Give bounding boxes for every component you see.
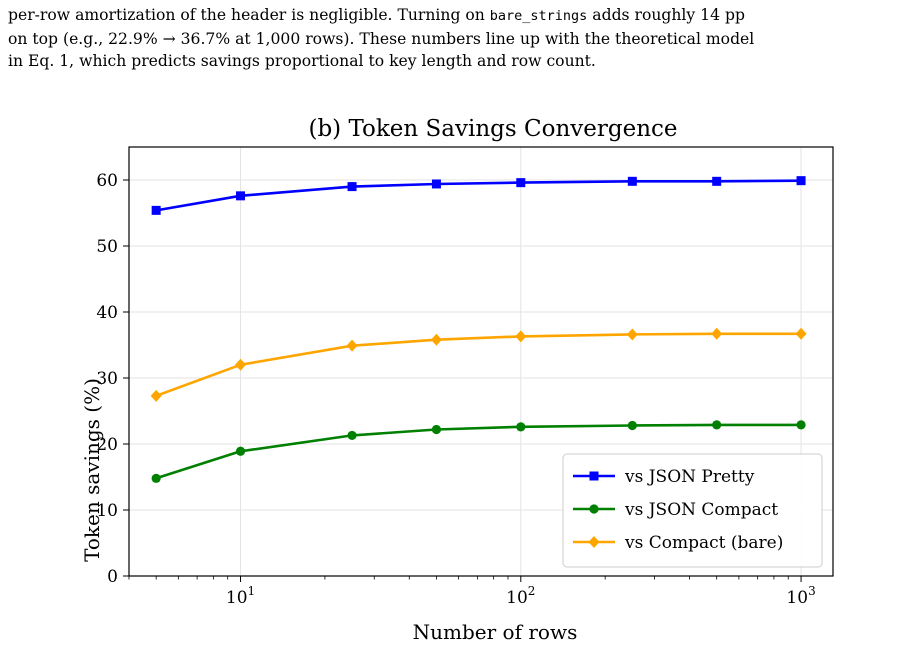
data-point bbox=[626, 328, 638, 341]
legend-label: vs Compact (bare) bbox=[624, 533, 783, 553]
data-point bbox=[431, 424, 442, 435]
token-savings-chart: (b) Token Savings Convergence Token savi… bbox=[80, 116, 834, 644]
data-point bbox=[516, 178, 526, 188]
data-point bbox=[712, 420, 722, 430]
chart-title: (b) Token Savings Convergence bbox=[308, 116, 677, 142]
legend-label: vs JSON Pretty bbox=[624, 467, 755, 487]
paragraph-text: adds roughly 14 pp bbox=[587, 6, 745, 24]
data-point bbox=[347, 430, 357, 441]
data-point bbox=[516, 422, 526, 432]
y-tick-label: 10 bbox=[96, 501, 118, 521]
y-tick-label: 60 bbox=[96, 171, 118, 191]
data-point bbox=[627, 176, 637, 186]
series-line bbox=[155, 179, 802, 212]
data-point bbox=[347, 182, 357, 192]
axis-ticks: 0 10 20 30 40 50 60 101 102 103 bbox=[96, 171, 815, 608]
y-tick-label: 40 bbox=[96, 303, 118, 323]
data-point bbox=[235, 358, 247, 371]
paragraph-line-3: in Eq. 1, which predicts savings proport… bbox=[8, 52, 596, 70]
legend-label: vs JSON Compact bbox=[624, 500, 778, 520]
body-paragraph: per-row amortization of the header is ne… bbox=[8, 4, 908, 73]
paragraph-text: per-row amortization of the header is ne… bbox=[8, 6, 490, 24]
data-point bbox=[515, 330, 527, 343]
legend: vs JSON Pretty vs JSON Compact vs Compact … bbox=[562, 453, 823, 568]
paragraph-line-2: on top (e.g., 22.9% → 36.7% at 1,000 row… bbox=[8, 29, 755, 48]
series-3 bbox=[150, 327, 807, 402]
data-point bbox=[711, 327, 723, 340]
data-point bbox=[795, 327, 807, 340]
series-line bbox=[155, 423, 802, 480]
data-point bbox=[796, 420, 806, 430]
y-tick-label: 0 bbox=[107, 567, 118, 587]
data-point bbox=[796, 176, 806, 186]
series-line bbox=[155, 332, 802, 398]
y-tick-label: 30 bbox=[96, 369, 118, 389]
plot-frame bbox=[128, 146, 834, 577]
data-point bbox=[346, 339, 358, 352]
inline-code: bare_strings bbox=[489, 8, 588, 24]
data-point bbox=[431, 179, 441, 189]
series-1 bbox=[151, 176, 806, 215]
data-point bbox=[150, 389, 162, 402]
data-point bbox=[151, 473, 161, 483]
legend-marker bbox=[589, 471, 599, 481]
data-point bbox=[236, 191, 246, 201]
legend-box bbox=[562, 453, 823, 568]
data-point bbox=[151, 205, 161, 215]
data-point bbox=[627, 420, 637, 431]
y-axis-label: Token savings (%) bbox=[80, 378, 104, 562]
series-lines bbox=[150, 176, 807, 483]
legend-marker bbox=[589, 504, 599, 514]
x-tick-label: 101 bbox=[226, 584, 255, 608]
y-tick-label: 20 bbox=[96, 435, 118, 455]
series-2 bbox=[151, 420, 806, 483]
y-tick-label: 50 bbox=[96, 237, 118, 257]
paragraph-line-1: per-row amortization of the header is ne… bbox=[8, 4, 908, 28]
data-point bbox=[430, 333, 442, 346]
data-point bbox=[235, 446, 246, 456]
x-tick-label: 103 bbox=[786, 584, 815, 608]
data-point bbox=[712, 176, 722, 186]
x-tick-label: 102 bbox=[506, 584, 535, 608]
x-axis-label: Number of rows bbox=[413, 620, 578, 644]
legend-marker bbox=[588, 536, 600, 548]
